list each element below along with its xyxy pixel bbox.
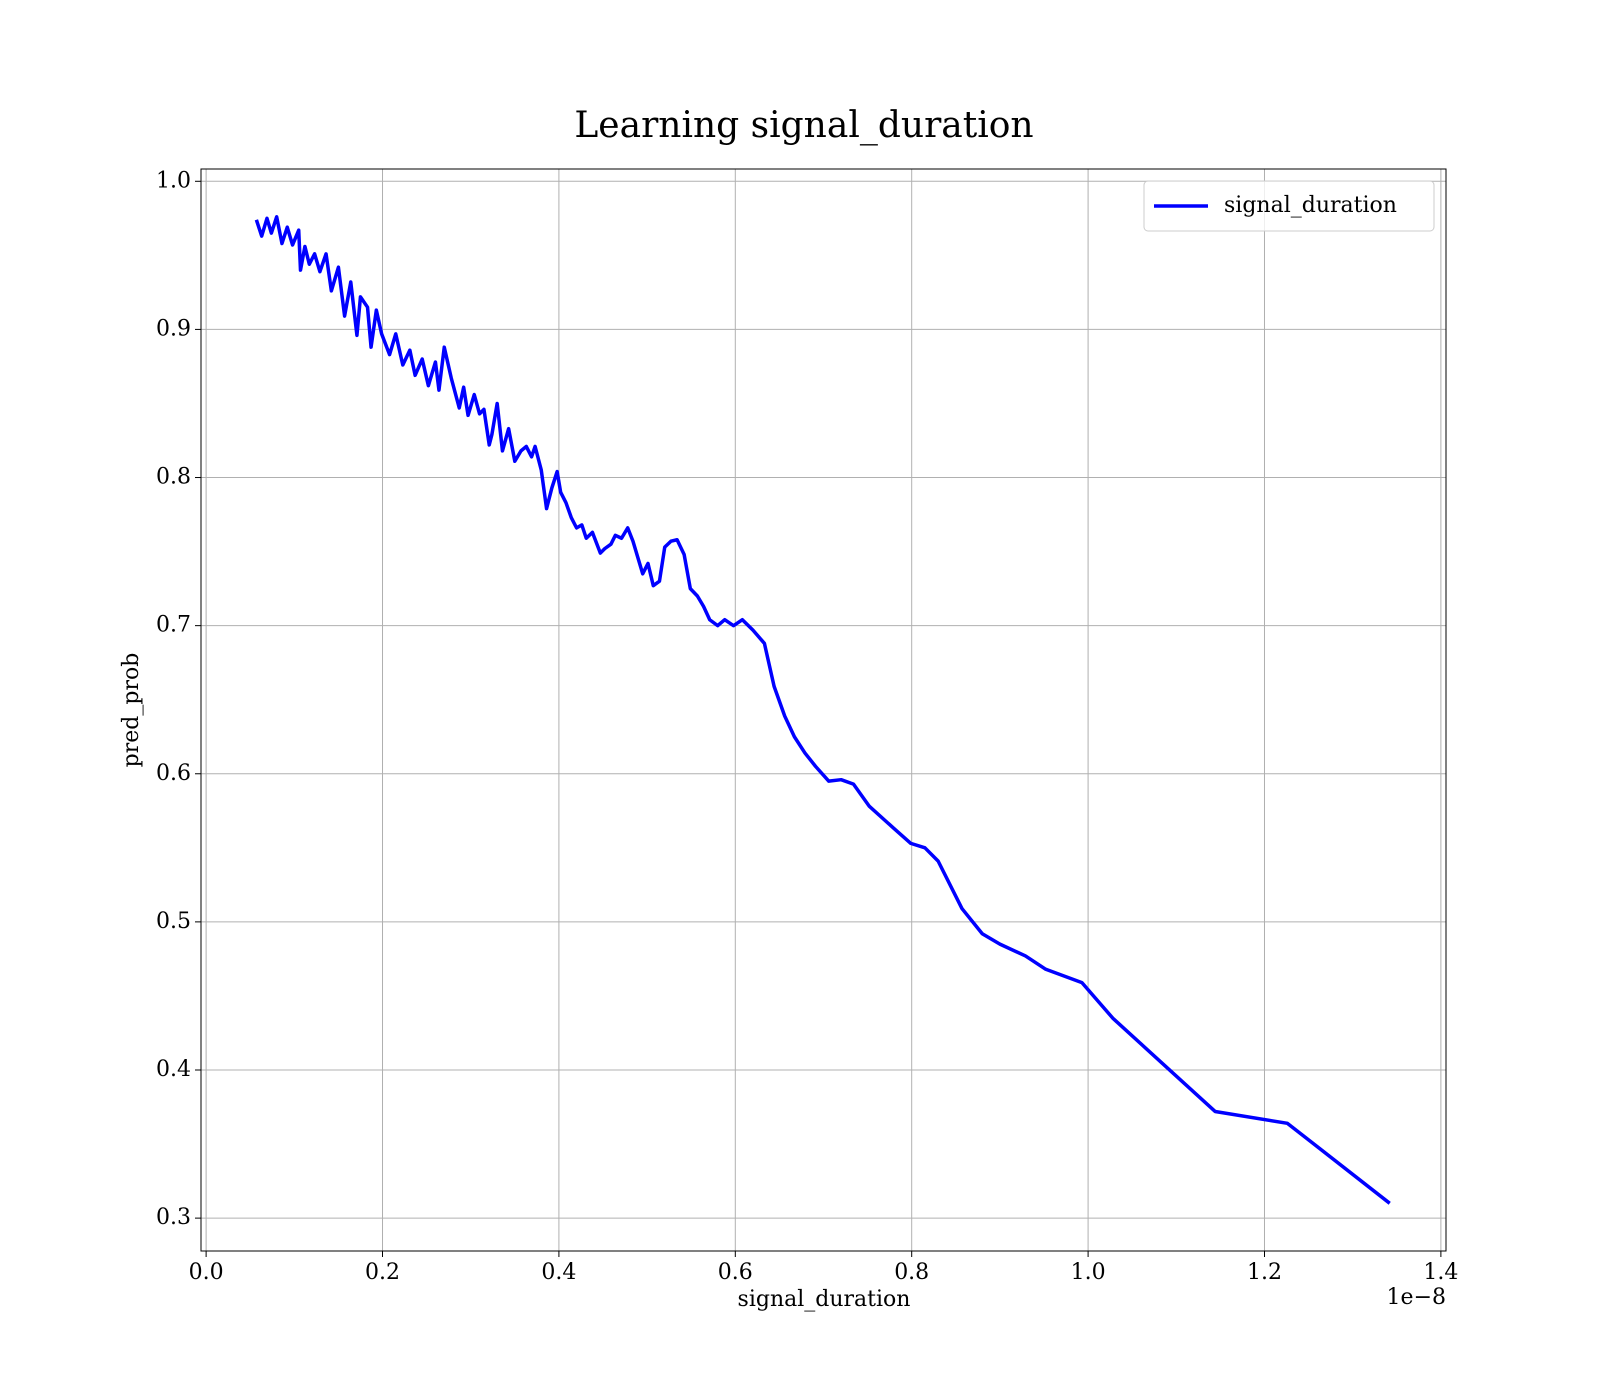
y-tick-label: 0.6 [156,761,191,786]
x-tick-label: 0.4 [541,1260,576,1285]
x-tick-label: 1.0 [1071,1260,1106,1285]
legend-label: signal_duration [1224,193,1397,218]
x-tick-label: 1.2 [1247,1260,1282,1285]
plot-frame [200,168,1447,1252]
x-tick-label: 0.8 [894,1260,929,1285]
x-tick-label: 0.0 [189,1260,224,1285]
y-tick-label: 0.8 [156,465,191,490]
legend: signal_duration [1143,180,1435,232]
y-tick-label: 0.7 [156,613,191,638]
y-tick-label: 0.5 [156,909,191,934]
y-axis-label: pred_prob [119,653,144,768]
chart-title: Learning signal_duration [574,105,1033,146]
x-tick-label: 0.2 [365,1260,400,1285]
x-tick-label: 0.6 [718,1260,753,1285]
x-axis-label: signal_duration [738,1287,911,1312]
y-tick-label: 0.4 [156,1057,191,1082]
y-tick-label: 0.9 [156,316,191,341]
y-tick-label: 1.0 [156,168,191,193]
data-line [254,215,1391,1205]
legend-box [1143,180,1435,232]
x-axis-offset: 1e−8 [1387,1285,1446,1310]
y-tick-label: 0.3 [156,1205,191,1230]
x-tick-label: 1.4 [1423,1260,1458,1285]
